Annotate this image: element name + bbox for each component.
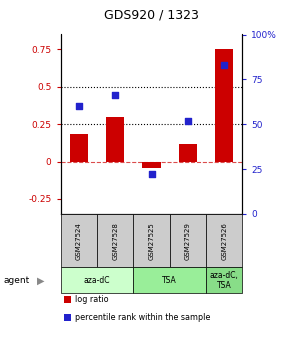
Point	[113, 93, 118, 98]
Text: GSM27524: GSM27524	[76, 222, 82, 259]
Point	[222, 62, 227, 68]
Text: percentile rank within the sample: percentile rank within the sample	[75, 313, 210, 322]
Text: aza-dC,
TSA: aza-dC, TSA	[210, 270, 239, 290]
Bar	[106, 117, 124, 161]
Bar	[215, 49, 233, 161]
Text: TSA: TSA	[162, 276, 177, 285]
Text: agent: agent	[3, 276, 29, 285]
Point	[76, 104, 81, 109]
Text: GDS920 / 1323: GDS920 / 1323	[104, 9, 199, 22]
Point	[149, 172, 154, 177]
Text: GSM27525: GSM27525	[148, 222, 155, 259]
Text: GSM27529: GSM27529	[185, 222, 191, 259]
Text: GSM27528: GSM27528	[112, 222, 118, 259]
Bar	[179, 144, 197, 161]
Text: log ratio: log ratio	[75, 295, 108, 304]
Text: ▶: ▶	[37, 275, 45, 285]
Bar	[70, 134, 88, 161]
Text: GSM27526: GSM27526	[221, 222, 227, 259]
Point	[185, 118, 190, 124]
Bar	[142, 161, 161, 168]
Text: aza-dC: aza-dC	[84, 276, 110, 285]
